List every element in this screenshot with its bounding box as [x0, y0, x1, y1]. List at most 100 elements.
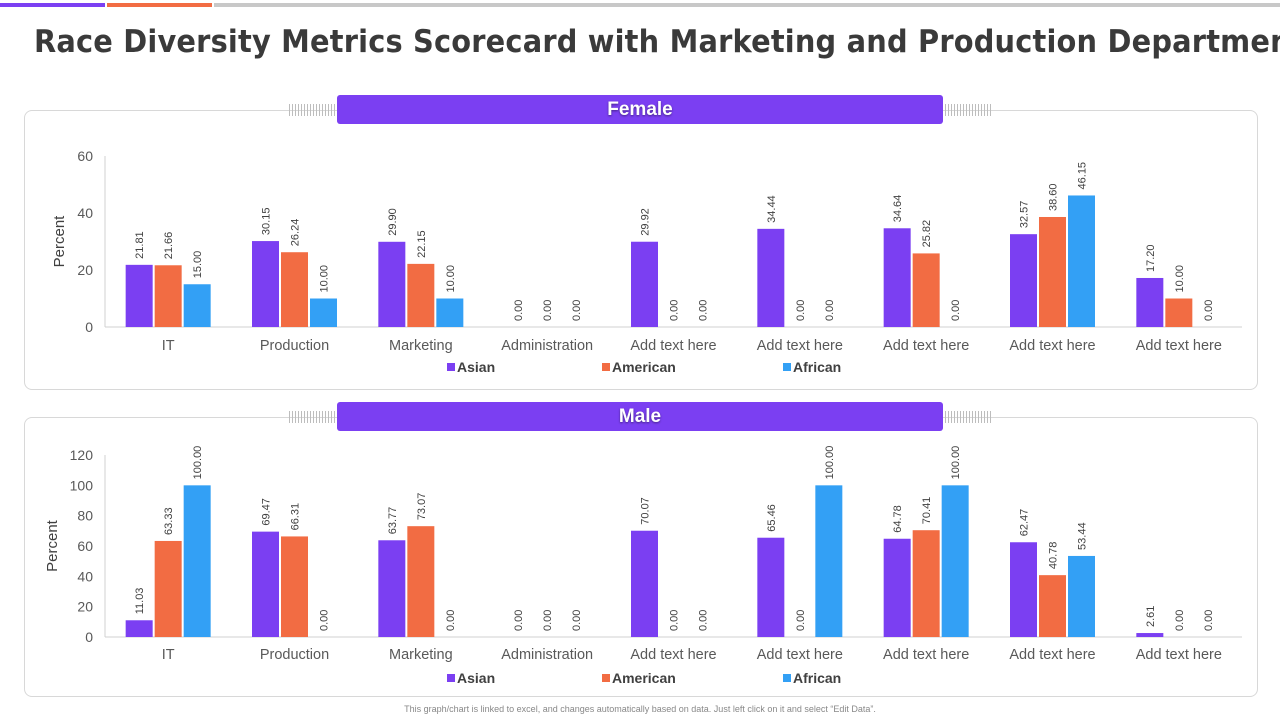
female-bar-african: [310, 298, 337, 327]
male-category-label: Add text here: [1136, 647, 1222, 663]
male-data-label: 63.33: [163, 507, 175, 535]
male-y-tick-label: 40: [77, 568, 93, 584]
female-category-label: Add text here: [883, 338, 969, 354]
female-data-label: 0.00: [513, 300, 525, 321]
female-legend-swatch-american: [602, 363, 610, 371]
male-legend-label: African: [793, 670, 841, 686]
male-category-label: Administration: [501, 647, 593, 663]
female-bar-asian: [378, 241, 406, 327]
male-chart-title: Male: [337, 402, 943, 431]
male-y-axis-label: Percent: [44, 519, 61, 572]
male-data-label: 100.00: [950, 446, 962, 480]
female-y-tick-label: 0: [85, 319, 93, 335]
female-bar-asian: [1136, 277, 1164, 327]
male-data-label: 53.44: [1077, 522, 1089, 550]
decor-stripes: [945, 411, 991, 423]
female-legend-label: Asian: [457, 359, 495, 375]
female-data-label: 0.00: [571, 300, 583, 321]
female-bar-american: [1165, 298, 1193, 327]
female-data-label: 30.15: [261, 208, 273, 236]
male-legend-swatch-african: [783, 674, 791, 682]
female-bar-asian: [631, 241, 658, 327]
female-data-label: 15.00: [192, 251, 204, 279]
female-bar-american: [912, 253, 940, 327]
decor-stripes: [289, 411, 335, 423]
decor-stripes: [945, 104, 991, 116]
top-accent-bar-gray: [214, 3, 1280, 7]
female-data-label: 34.44: [766, 195, 778, 223]
male-bar-asian: [252, 531, 279, 637]
male-data-label: 62.47: [1019, 509, 1031, 537]
female-data-label: 34.64: [892, 195, 904, 223]
male-bar-american: [912, 530, 940, 637]
female-bar-american: [154, 265, 182, 327]
male-data-label: 100.00: [192, 446, 204, 480]
male-data-label: 100.00: [824, 446, 836, 480]
female-data-label: 0.00: [824, 300, 836, 321]
female-data-label: 21.81: [134, 231, 146, 259]
male-bar-asian: [631, 530, 658, 637]
male-category-label: IT: [162, 647, 175, 663]
female-bar-american: [407, 263, 435, 327]
male-category-label: Add text here: [883, 647, 969, 663]
male-data-label: 0.00: [1203, 610, 1215, 631]
female-data-label: 29.92: [640, 208, 652, 236]
female-data-label: 10.00: [319, 265, 331, 293]
female-bar-asian: [252, 241, 279, 327]
male-data-label: 0.00: [698, 610, 710, 631]
male-bar-asian: [883, 538, 911, 637]
female-bar-asian: [1010, 234, 1037, 327]
female-bar-asian: [125, 264, 153, 327]
female-y-tick-label: 40: [77, 205, 93, 221]
male-category-label: Production: [260, 647, 329, 663]
male-data-label: 0.00: [795, 610, 807, 631]
male-data-label: 73.07: [416, 493, 428, 521]
male-data-label: 2.61: [1145, 606, 1157, 627]
male-y-tick-label: 100: [70, 477, 94, 493]
male-bar-african: [183, 485, 211, 637]
male-data-label: 65.46: [766, 504, 778, 532]
male-legend-swatch-american: [602, 674, 610, 682]
male-bar-asian: [757, 537, 785, 637]
male-data-label: 0.00: [1174, 610, 1186, 631]
female-data-label: 26.24: [290, 219, 302, 247]
female-data-label: 0.00: [698, 300, 710, 321]
male-legend-label: American: [612, 670, 676, 686]
female-data-label: 0.00: [795, 300, 807, 321]
male-bar-american: [407, 526, 435, 637]
male-category-label: Add text here: [630, 647, 716, 663]
female-data-label: 46.15: [1077, 162, 1089, 190]
male-category-label: Add text here: [757, 647, 843, 663]
male-data-label: 11.03: [134, 588, 146, 615]
female-category-label: IT: [162, 338, 175, 354]
male-legend-label: Asian: [457, 670, 495, 686]
female-category-label: Add text here: [1136, 338, 1222, 354]
female-chart-title: Female: [337, 95, 943, 124]
female-data-label: 22.15: [416, 230, 428, 258]
male-bar-american: [281, 536, 308, 637]
male-y-tick-label: 120: [70, 447, 94, 463]
female-data-label: 0.00: [1203, 300, 1215, 321]
male-data-label: 0.00: [542, 610, 554, 631]
female-data-label: 0.00: [542, 300, 554, 321]
female-data-label: 0.00: [950, 300, 962, 321]
male-data-label: 0.00: [445, 610, 457, 631]
female-bar-asian: [883, 228, 911, 327]
female-category-label: Add text here: [757, 338, 843, 354]
male-y-tick-label: 20: [77, 599, 93, 615]
top-accent-bar-purple: [0, 3, 105, 7]
female-data-label: 21.66: [163, 232, 175, 260]
female-legend-swatch-asian: [447, 363, 455, 371]
male-legend-swatch-asian: [447, 674, 455, 682]
male-bar-african: [1068, 555, 1095, 637]
male-data-label: 64.78: [892, 505, 904, 533]
male-data-label: 69.47: [261, 498, 273, 526]
female-data-label: 10.00: [1174, 265, 1186, 293]
female-category-label: Production: [260, 338, 329, 354]
male-bar-african: [815, 485, 843, 637]
female-legend-label: American: [612, 359, 676, 375]
male-data-label: 70.41: [921, 497, 933, 525]
male-data-label: 63.77: [387, 507, 399, 535]
female-data-label: 32.57: [1019, 201, 1031, 229]
male-category-label: Add text here: [1009, 647, 1095, 663]
